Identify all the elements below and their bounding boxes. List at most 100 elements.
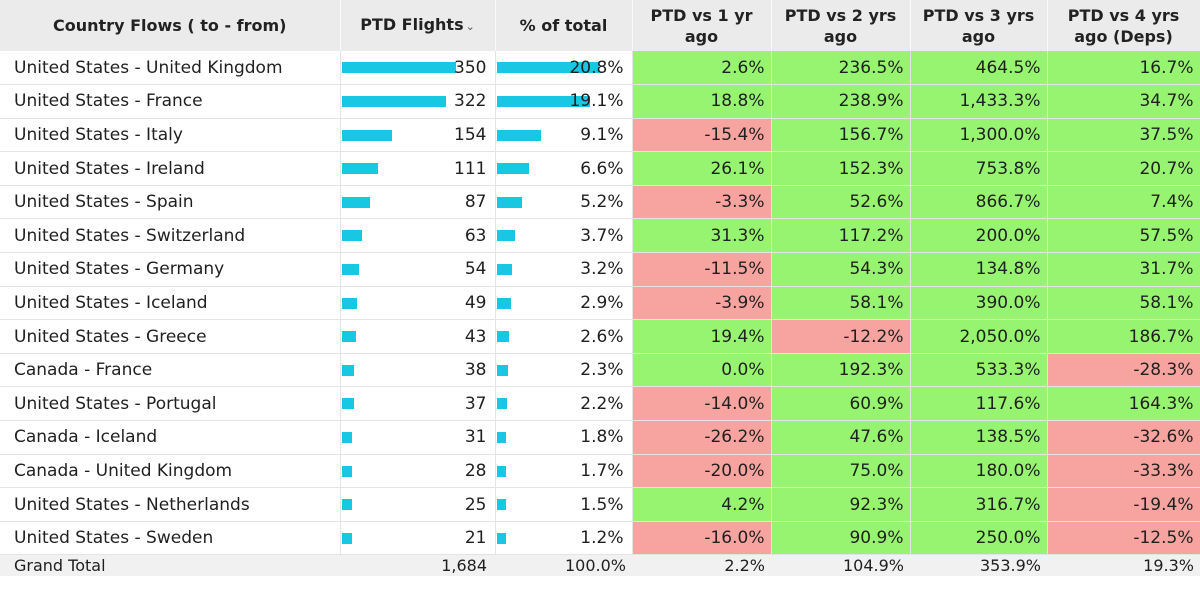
pct-total-value: 20.8%: [569, 57, 624, 78]
pct-total-cell: 20.8%: [495, 51, 633, 86]
delta-vs-4yrs-cell: -19.4%: [1047, 487, 1200, 522]
header-vs-4yrs[interactable]: PTD vs 4 yrs ago (Deps): [1047, 0, 1200, 51]
pct-total-value: 2.6%: [580, 326, 624, 347]
ptd-flights-value: 322: [454, 91, 487, 112]
pct-total-bar: [496, 532, 506, 544]
delta-vs-1yr-cell: -16.0%: [632, 521, 772, 556]
ptd-flights-cell: 28: [340, 454, 496, 489]
ptd-flights-bar: [341, 465, 352, 477]
table-row[interactable]: Canada - France 38 2.3% 0.0% 192.3% 533.3% -28…: [0, 353, 1200, 388]
delta-vs-1yr-cell: -15.4%: [632, 118, 772, 153]
delta-vs-2yrs-cell: 90.9%: [771, 521, 911, 556]
delta-vs-4yrs-cell: 34.7%: [1047, 84, 1200, 119]
delta-vs-2yrs-cell: -12.2%: [771, 319, 911, 354]
table-row[interactable]: United States - Italy 154 9.1% -15.4% 156.7%…: [0, 118, 1200, 153]
header-pct-total[interactable]: % of total: [495, 0, 633, 51]
delta-vs-3yrs-cell: 180.0%: [910, 454, 1048, 489]
ptd-flights-bar: [341, 532, 352, 544]
delta-vs-1yr-cell: 26.1%: [632, 151, 772, 186]
ptd-flights-value: 63: [464, 225, 487, 246]
delta-vs-2yrs-cell: 54.3%: [771, 252, 911, 287]
table-row[interactable]: United States - Netherlands 25 1.5% 4.2% 92.…: [0, 487, 1200, 522]
delta-vs-3yrs-cell: 390.0%: [910, 286, 1048, 321]
ptd-flights-cell: 322: [340, 84, 496, 119]
ptd-flights-value: 111: [454, 158, 487, 179]
table-row[interactable]: United States - Sweden 21 1.2% -16.0% 90.9% 2…: [0, 521, 1200, 556]
delta-vs-3yrs-cell: 866.7%: [910, 185, 1048, 220]
ptd-flights-cell: 37: [340, 386, 496, 422]
pct-total-cell: 1.7%: [495, 454, 633, 489]
ptd-flights-bar: [341, 297, 358, 309]
country-flows-table: Country Flows ( to - from) PTD Flights ⌄ …: [0, 0, 1200, 577]
pct-total-bar: [496, 163, 529, 175]
ptd-flights-value: 49: [464, 292, 487, 313]
table-row[interactable]: Canada - Iceland 31 1.8% -26.2% 47.6% 138.5% -…: [0, 420, 1200, 455]
table-row[interactable]: United States - Iceland 49 2.9% -3.9% 58.1% 3…: [0, 286, 1200, 321]
table-row[interactable]: United States - Switzerland 63 3.7% 31.3% 11…: [0, 218, 1200, 254]
ptd-flights-bar: [341, 264, 360, 276]
delta-vs-2yrs-cell: 238.9%: [771, 84, 911, 119]
header-vs-3yrs[interactable]: PTD vs 3 yrs ago: [910, 0, 1048, 51]
delta-vs-4yrs-cell: -28.3%: [1047, 353, 1200, 388]
delta-vs-2yrs-cell: 152.3%: [771, 151, 911, 186]
pct-total-cell: 2.9%: [495, 286, 633, 321]
pct-total-cell: 2.6%: [495, 319, 633, 354]
pct-total-cell: 2.3%: [495, 353, 633, 388]
pct-total-bar: [496, 62, 599, 73]
sort-descending-icon[interactable]: ⌄: [465, 20, 475, 33]
country-flow-label: United States - Spain: [0, 185, 341, 220]
pct-total-bar: [496, 331, 510, 343]
delta-vs-2yrs-cell: 156.7%: [771, 118, 911, 153]
pct-total-bar: [496, 297, 511, 309]
pct-total-value: 2.9%: [580, 292, 624, 313]
table-header: Country Flows ( to - from) PTD Flights ⌄ …: [0, 0, 1200, 51]
table-row[interactable]: United States - Spain 87 5.2% -3.3% 52.6% 866…: [0, 185, 1200, 220]
ptd-flights-bar: [341, 331, 356, 343]
ptd-flights-cell: 43: [340, 319, 496, 354]
table-row[interactable]: United States - Germany 54 3.2% -11.5% 54.3%…: [0, 252, 1200, 287]
table-row[interactable]: Canada - United Kingdom 28 1.7% -20.0% 75.0%…: [0, 454, 1200, 489]
header-label: PTD vs 1 yr ago: [650, 5, 753, 46]
header-label: PTD vs 2 yrs ago: [784, 5, 897, 46]
country-flow-label: United States - Switzerland: [0, 218, 341, 254]
header-label: PTD Flights: [360, 15, 464, 34]
country-flow-label: United States - Italy: [0, 118, 341, 153]
pct-total-bar: [496, 465, 506, 477]
pct-total-bar: [496, 432, 506, 444]
pct-total-value: 19.1%: [569, 91, 624, 112]
ptd-flights-value: 31: [464, 427, 487, 448]
header-country-flows[interactable]: Country Flows ( to - from): [0, 0, 341, 51]
ptd-flights-cell: 38: [340, 353, 496, 388]
delta-vs-1yr-cell: -11.5%: [632, 252, 772, 287]
pct-total-value: 9.1%: [580, 124, 624, 145]
delta-vs-1yr-cell: -20.0%: [632, 454, 772, 489]
delta-vs-4yrs-cell: -12.5%: [1047, 521, 1200, 556]
table-row[interactable]: United States - United Kingdom 350 20.8% 2.…: [0, 51, 1200, 86]
delta-vs-4yrs-cell: 16.7%: [1047, 51, 1200, 86]
header-ptd-flights[interactable]: PTD Flights ⌄: [340, 0, 496, 51]
pct-total-cell: 6.6%: [495, 151, 633, 186]
ptd-flights-bar: [341, 499, 352, 511]
country-flow-label: Canada - Iceland: [0, 420, 341, 455]
country-flow-label: United States - Sweden: [0, 521, 341, 556]
delta-vs-3yrs-cell: 250.0%: [910, 521, 1048, 556]
header-vs-2yrs[interactable]: PTD vs 2 yrs ago: [771, 0, 911, 51]
delta-vs-1yr-cell: 0.0%: [632, 353, 772, 388]
header-vs-1yr[interactable]: PTD vs 1 yr ago: [632, 0, 772, 51]
table-row[interactable]: United States - Greece 43 2.6% 19.4% -12.2% 2…: [0, 319, 1200, 354]
table-row[interactable]: United States - Portugal 37 2.2% -14.0% 60.9…: [0, 386, 1200, 422]
delta-vs-2yrs-cell: 92.3%: [771, 487, 911, 522]
ptd-flights-bar: [341, 62, 456, 73]
ptd-flights-value: 87: [464, 192, 487, 213]
table-row[interactable]: United States - Ireland 111 6.6% 26.1% 152.3…: [0, 151, 1200, 186]
pct-total-cell: 3.7%: [495, 218, 633, 254]
pct-total-value: 3.7%: [580, 225, 624, 246]
pct-total-value: 1.5%: [580, 494, 624, 515]
country-flow-label: United States - Ireland: [0, 151, 341, 186]
table-row[interactable]: United States - France 322 19.1% 18.8% 238.9…: [0, 84, 1200, 119]
country-flow-label: United States - Netherlands: [0, 487, 341, 522]
pct-total-bar: [496, 230, 515, 242]
ptd-flights-cell: 25: [340, 487, 496, 522]
pct-total-value: 5.2%: [580, 192, 624, 213]
delta-vs-2yrs-cell: 75.0%: [771, 454, 911, 489]
